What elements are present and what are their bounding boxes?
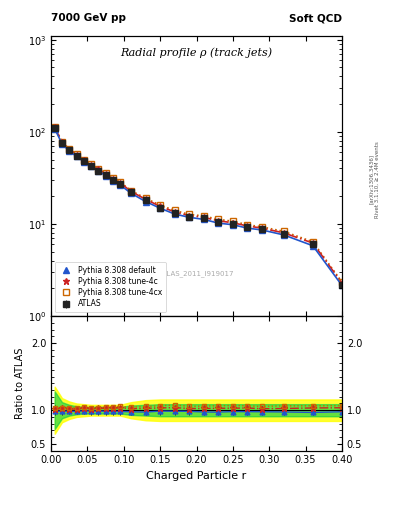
Pythia 8.308 default xyxy=(173,211,177,217)
Line: Pythia 8.308 tune-4c: Pythia 8.308 tune-4c xyxy=(51,124,345,287)
Pythia 8.308 default xyxy=(202,216,206,222)
Text: Rivet 3.1.10, ≥ 2.4M events: Rivet 3.1.10, ≥ 2.4M events xyxy=(375,141,380,218)
Pythia 8.308 default xyxy=(96,168,101,174)
Pythia 8.308 tune-4c xyxy=(110,176,115,182)
Pythia 8.308 tune-4cx xyxy=(216,216,221,222)
Pythia 8.308 default xyxy=(260,227,264,233)
Pythia 8.308 default xyxy=(60,141,64,147)
Pythia 8.308 tune-4c xyxy=(158,203,163,209)
Pythia 8.308 tune-4cx xyxy=(245,222,250,228)
Pythia 8.308 default xyxy=(310,243,315,249)
Pythia 8.308 tune-4c xyxy=(129,188,134,195)
Pythia 8.308 tune-4cx xyxy=(67,146,72,152)
Text: [arXiv:1306.3436]: [arXiv:1306.3436] xyxy=(369,154,374,204)
Line: Pythia 8.308 tune-4cx: Pythia 8.308 tune-4cx xyxy=(52,124,345,285)
Pythia 8.308 tune-4cx xyxy=(281,228,286,234)
Pythia 8.308 default xyxy=(158,205,163,211)
Text: ATLAS_2011_I919017: ATLAS_2011_I919017 xyxy=(159,271,234,278)
Text: Soft QCD: Soft QCD xyxy=(289,13,342,23)
Pythia 8.308 tune-4cx xyxy=(260,224,264,230)
Pythia 8.308 tune-4cx xyxy=(52,124,57,130)
Pythia 8.308 tune-4cx xyxy=(340,279,344,285)
Pythia 8.308 default xyxy=(52,125,57,132)
Pythia 8.308 tune-4cx xyxy=(118,179,123,185)
Pythia 8.308 tune-4cx xyxy=(310,239,315,245)
Pythia 8.308 tune-4c xyxy=(103,170,108,177)
Pythia 8.308 default xyxy=(187,214,192,220)
Pythia 8.308 tune-4cx xyxy=(231,218,235,224)
Pythia 8.308 tune-4c xyxy=(202,214,206,220)
Legend: Pythia 8.308 default, Pythia 8.308 tune-4c, Pythia 8.308 tune-4cx, ATLAS: Pythia 8.308 default, Pythia 8.308 tune-… xyxy=(55,262,166,312)
Pythia 8.308 tune-4cx xyxy=(74,151,79,157)
Pythia 8.308 default xyxy=(110,178,115,184)
Pythia 8.308 default xyxy=(216,220,221,226)
Pythia 8.308 tune-4cx xyxy=(96,166,101,172)
Pythia 8.308 default xyxy=(67,148,72,154)
Pythia 8.308 default xyxy=(129,190,134,197)
Pythia 8.308 tune-4cx xyxy=(129,187,134,194)
Pythia 8.308 tune-4c xyxy=(231,220,235,226)
Pythia 8.308 tune-4cx xyxy=(187,211,192,218)
Pythia 8.308 tune-4cx xyxy=(158,202,163,208)
Line: Pythia 8.308 default: Pythia 8.308 default xyxy=(52,126,345,288)
Pythia 8.308 default xyxy=(340,282,344,288)
Pythia 8.308 tune-4c xyxy=(173,209,177,215)
Pythia 8.308 tune-4c xyxy=(60,139,64,145)
Pythia 8.308 tune-4c xyxy=(118,180,123,186)
Pythia 8.308 tune-4c xyxy=(96,166,101,173)
Pythia 8.308 tune-4cx xyxy=(103,170,108,176)
Pythia 8.308 tune-4c xyxy=(310,240,315,246)
Pythia 8.308 tune-4c xyxy=(81,157,86,163)
Pythia 8.308 default xyxy=(231,222,235,228)
Pythia 8.308 tune-4cx xyxy=(173,207,177,214)
Pythia 8.308 default xyxy=(81,159,86,165)
Pythia 8.308 tune-4c xyxy=(89,162,94,168)
Pythia 8.308 default xyxy=(281,232,286,238)
Pythia 8.308 tune-4cx xyxy=(89,161,94,167)
Pythia 8.308 tune-4c xyxy=(260,225,264,231)
Pythia 8.308 default xyxy=(245,225,250,231)
Pythia 8.308 tune-4c xyxy=(67,146,72,153)
Pythia 8.308 tune-4cx xyxy=(110,175,115,181)
Pythia 8.308 tune-4c xyxy=(216,218,221,224)
Pythia 8.308 tune-4cx xyxy=(202,213,206,219)
Pythia 8.308 default xyxy=(74,154,79,160)
Pythia 8.308 tune-4c xyxy=(52,124,57,131)
Pythia 8.308 tune-4c xyxy=(340,280,344,286)
Pythia 8.308 default xyxy=(118,182,123,188)
Pythia 8.308 default xyxy=(143,199,148,205)
Pythia 8.308 tune-4cx xyxy=(143,195,148,201)
Text: 7000 GeV pp: 7000 GeV pp xyxy=(51,13,126,23)
Pythia 8.308 default xyxy=(103,173,108,179)
Pythia 8.308 tune-4c xyxy=(74,152,79,158)
Pythia 8.308 tune-4cx xyxy=(81,157,86,163)
X-axis label: Charged Particle r: Charged Particle r xyxy=(146,471,247,481)
Pythia 8.308 tune-4c xyxy=(143,196,148,202)
Pythia 8.308 tune-4c xyxy=(281,230,286,236)
Pythia 8.308 tune-4c xyxy=(187,212,192,219)
Pythia 8.308 default xyxy=(89,163,94,169)
Y-axis label: Ratio to ATLAS: Ratio to ATLAS xyxy=(15,348,25,419)
Pythia 8.308 tune-4c xyxy=(245,223,250,229)
Pythia 8.308 tune-4cx xyxy=(60,139,64,145)
Text: Radial profile ρ (track jets): Radial profile ρ (track jets) xyxy=(120,47,273,58)
